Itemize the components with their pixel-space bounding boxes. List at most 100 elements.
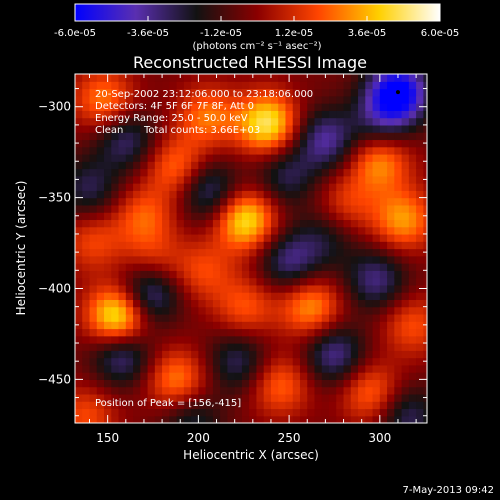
heatmap-cell	[256, 132, 265, 141]
heatmap-cell	[401, 74, 410, 82]
heatmap-cell	[350, 212, 359, 221]
heatmap-cell	[336, 219, 345, 228]
heatmap-cell	[205, 306, 214, 315]
heatmap-cell	[365, 386, 374, 395]
heatmap-cell	[350, 270, 359, 279]
heatmap-cell	[365, 74, 374, 82]
heatmap-cell	[75, 88, 83, 97]
heatmap-cell	[96, 139, 105, 148]
heatmap-cell	[285, 313, 294, 322]
heatmap-cell	[183, 313, 192, 322]
heatmap-cell	[256, 124, 265, 133]
heatmap-cell	[227, 175, 236, 184]
heatmap-cell	[198, 212, 207, 221]
heatmap-cell	[104, 270, 112, 279]
heatmap-cell	[329, 124, 337, 133]
heatmap-cell	[96, 357, 105, 366]
heatmap-cell	[350, 292, 359, 300]
heatmap-cell	[125, 321, 134, 330]
heatmap-cell	[321, 248, 330, 257]
heatmap-cell	[176, 139, 185, 148]
heatmap-cell	[336, 350, 345, 359]
heatmap-cell	[292, 364, 301, 373]
heatmap-cell	[205, 270, 214, 279]
heatmap-cell	[249, 168, 258, 177]
heatmap-cell	[263, 263, 272, 271]
heatmap-cell	[125, 219, 134, 228]
heatmap-cell	[372, 204, 381, 213]
heatmap-cell	[292, 110, 301, 119]
heatmap-cell	[82, 408, 91, 417]
heatmap-cell	[401, 379, 410, 388]
heatmap-cell	[183, 124, 192, 133]
heatmap-cell	[416, 372, 424, 380]
heatmap-cell	[263, 124, 272, 133]
heatmap-cell	[162, 255, 170, 264]
heatmap-cell	[82, 379, 91, 388]
heatmap-cell	[89, 299, 98, 308]
heatmap-cell	[350, 328, 359, 337]
heatmap-cell	[147, 183, 156, 191]
heatmap-cell	[365, 117, 374, 126]
heatmap-cell	[394, 190, 403, 199]
heatmap-cell	[401, 95, 410, 104]
heatmap-cell	[227, 328, 236, 337]
heatmap-cell	[408, 284, 417, 293]
heatmap-cell	[89, 110, 98, 119]
heatmap-cell	[154, 146, 163, 155]
heatmap-cell	[350, 248, 359, 257]
heatmap-cell	[96, 343, 105, 351]
heatmap-cell	[133, 219, 141, 228]
heatmap-cell	[394, 197, 403, 206]
heatmap-cell	[372, 335, 381, 344]
heatmap-cell	[285, 110, 294, 119]
heatmap-cell	[394, 233, 403, 242]
heatmap-cell	[140, 204, 149, 213]
heatmap-cell	[140, 139, 149, 148]
heatmap-cell	[140, 321, 149, 330]
heatmap-cell	[162, 95, 170, 104]
heatmap-cell	[343, 190, 352, 199]
heatmap-cell	[387, 183, 395, 191]
heatmap-cell	[234, 248, 243, 257]
heatmap-cell	[118, 139, 127, 148]
heatmap-cell	[329, 153, 337, 162]
heatmap-cell	[133, 306, 141, 315]
heatmap-cell	[343, 168, 352, 177]
heatmap-cell	[314, 263, 323, 271]
heatmap-cell	[220, 74, 229, 82]
heatmap-cell	[220, 270, 229, 279]
heatmap-cell	[212, 190, 221, 199]
heatmap-cell	[365, 183, 374, 191]
heatmap-cell	[299, 241, 308, 250]
heatmap-cell	[147, 146, 156, 155]
heatmap-cell	[125, 168, 134, 177]
heatmap-cell	[321, 364, 330, 373]
heatmap-cell	[118, 197, 127, 206]
x-axis-title: Heliocentric X (arcsec)	[183, 448, 319, 462]
heatmap-cell	[299, 292, 308, 300]
heatmap-cell	[82, 88, 91, 97]
heatmap-cell	[372, 350, 381, 359]
heatmap-cell	[278, 226, 287, 235]
heatmap-cell	[82, 241, 91, 250]
heatmap-cell	[176, 350, 185, 359]
heatmap-cell	[118, 248, 127, 257]
heatmap-cell	[140, 292, 149, 300]
heatmap-cell	[379, 270, 388, 279]
heatmap-cell	[169, 408, 178, 417]
heatmap-cell	[125, 117, 134, 126]
heatmap-cell	[191, 284, 199, 293]
heatmap-cell	[118, 357, 127, 366]
heatmap-cell	[212, 124, 221, 133]
heatmap-cell	[314, 350, 323, 359]
heatmap-cell	[241, 233, 250, 242]
heatmap-cell	[96, 95, 105, 104]
heatmap-cell	[365, 255, 374, 264]
heatmap-cell	[104, 139, 112, 148]
heatmap-cell	[234, 124, 243, 133]
heatmap-cell	[278, 263, 287, 271]
heatmap-cell	[183, 350, 192, 359]
heatmap-cell	[75, 372, 83, 380]
heatmap-cell	[329, 226, 337, 235]
